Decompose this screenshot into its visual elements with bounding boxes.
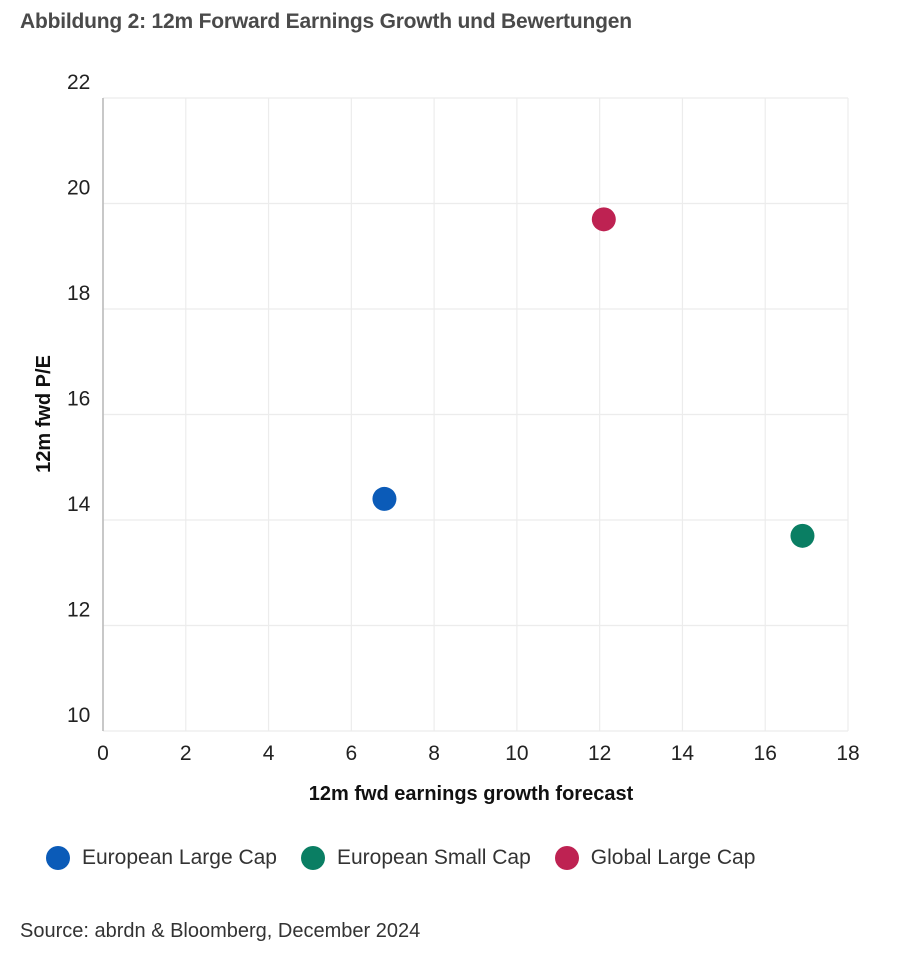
x-tick-label: 0 [97, 742, 109, 765]
x-tick-label: 18 [836, 742, 859, 765]
x-tick-label: 16 [754, 742, 777, 765]
y-tick-label: 20 [67, 177, 90, 200]
legend-label: Global Large Cap [590, 846, 756, 869]
y-tick-label: 18 [67, 282, 90, 305]
y-axis-title: 12m fwd P/E [33, 355, 55, 473]
chart-title: Abbildung 2: 12m Forward Earnings Growth… [20, 10, 632, 33]
legend-label: European Small Cap [336, 846, 531, 869]
legend-item-european-small-cap[interactable]: European Small Cap [300, 846, 531, 870]
x-tick-label: 12 [588, 742, 611, 765]
y-tick-label: 12 [67, 599, 90, 622]
y-tick-label: 10 [67, 704, 90, 727]
data-points [372, 207, 815, 548]
legend-marker [554, 846, 579, 870]
legend-marker [46, 846, 70, 870]
legend-label: European Large Cap [82, 846, 277, 869]
legend-item-global-large-cap[interactable]: Global Large Cap [554, 846, 756, 870]
legend-item-european-large-cap[interactable]: European Large Cap [46, 846, 277, 870]
x-tick-label: 6 [345, 742, 357, 765]
y-tick-label: 14 [67, 493, 91, 516]
gridlines [102, 97, 849, 732]
y-tick-label: 16 [67, 388, 90, 411]
x-tick-label: 10 [505, 742, 528, 765]
x-tick-label: 4 [263, 742, 275, 765]
x-tick-labels: 0 2 4 6 8 10 12 14 16 18 [97, 742, 860, 765]
x-tick-label: 2 [180, 742, 192, 765]
source-note: Source: abrdn & Bloomberg, December 2024 [20, 920, 421, 942]
legend: European Large Cap European Small Cap Gl… [46, 846, 779, 870]
scatter-chart: 10 12 14 16 18 20 22 0 2 4 6 8 10 12 14 16 18 12m fwd e… [33, 71, 860, 805]
legend-marker [300, 846, 325, 870]
x-axis-title: 12m fwd earnings growth forecast [309, 783, 634, 805]
x-tick-label: 14 [671, 742, 695, 765]
data-point-european-large-cap[interactable] [372, 486, 397, 511]
y-tick-labels: 10 12 14 16 18 20 22 [67, 71, 91, 727]
y-tick-label: 22 [67, 71, 90, 94]
data-point-european-small-cap[interactable] [790, 523, 815, 548]
data-point-global-large-cap[interactable] [591, 207, 616, 232]
x-tick-label: 8 [428, 742, 440, 765]
